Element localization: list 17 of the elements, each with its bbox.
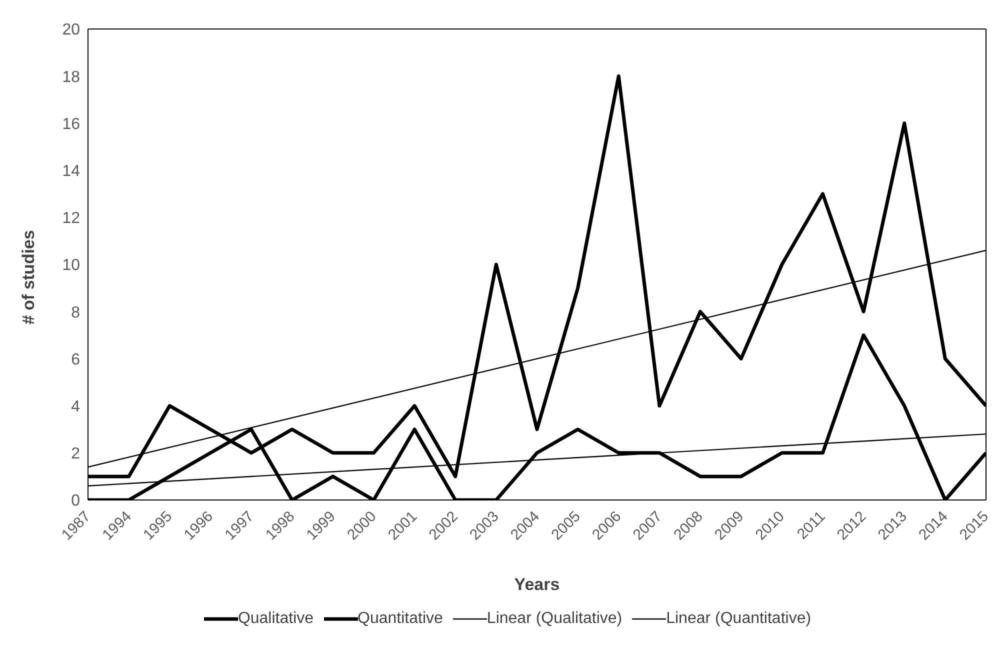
y-tick-label: 20 [62, 22, 80, 39]
y-tick-label: 0 [71, 492, 80, 510]
x-axis-title: Years [514, 575, 560, 594]
y-tick-label: 8 [71, 304, 80, 322]
y-tick-label: 14 [62, 162, 80, 180]
y-axis-title: # of studies [19, 230, 38, 324]
y-tick-label: 16 [62, 116, 80, 133]
y-tick-label: 2 [71, 446, 80, 463]
y-tick-label: 12 [62, 210, 80, 228]
legend-label: Linear (Qualitative) [486, 610, 622, 628]
legend-label: Quantitative [358, 610, 443, 628]
legend-label: Linear (Quantitative) [666, 610, 812, 628]
y-tick-label: 6 [71, 351, 80, 368]
y-tick-label: 18 [62, 68, 80, 86]
y-tick-label: 4 [71, 398, 80, 416]
y-tick-label: 10 [62, 257, 80, 274]
legend-label: Qualitative [238, 610, 314, 628]
